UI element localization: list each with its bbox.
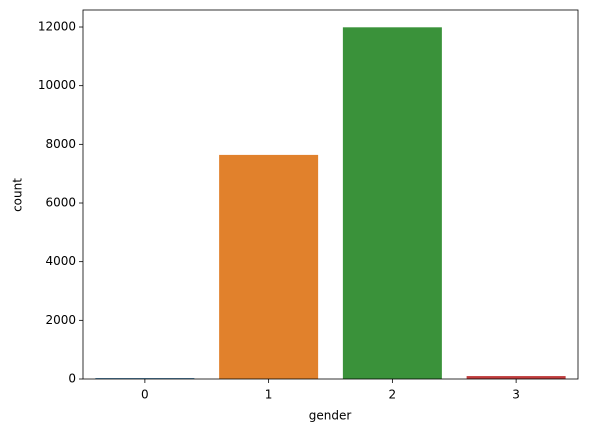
x-axis-label: gender [309, 409, 352, 423]
x-tick-label: 2 [389, 388, 397, 402]
bar [342, 27, 442, 380]
bar [219, 154, 319, 379]
bar [95, 378, 195, 379]
x-tick-label: 0 [141, 388, 149, 402]
y-axis-label: count [11, 178, 25, 212]
x-tick-label: 3 [512, 388, 520, 402]
x-tick-label: 1 [265, 388, 273, 402]
y-tick-label: 0 [68, 372, 76, 386]
y-tick-label: 2000 [45, 313, 76, 327]
y-tick-label: 8000 [45, 137, 76, 151]
plot-frame [82, 9, 579, 380]
y-tick-label: 12000 [38, 20, 76, 34]
y-tick-label: 6000 [45, 196, 76, 210]
bar [466, 376, 566, 379]
y-tick-label: 4000 [45, 254, 76, 268]
y-tick-label: 10000 [38, 78, 76, 92]
